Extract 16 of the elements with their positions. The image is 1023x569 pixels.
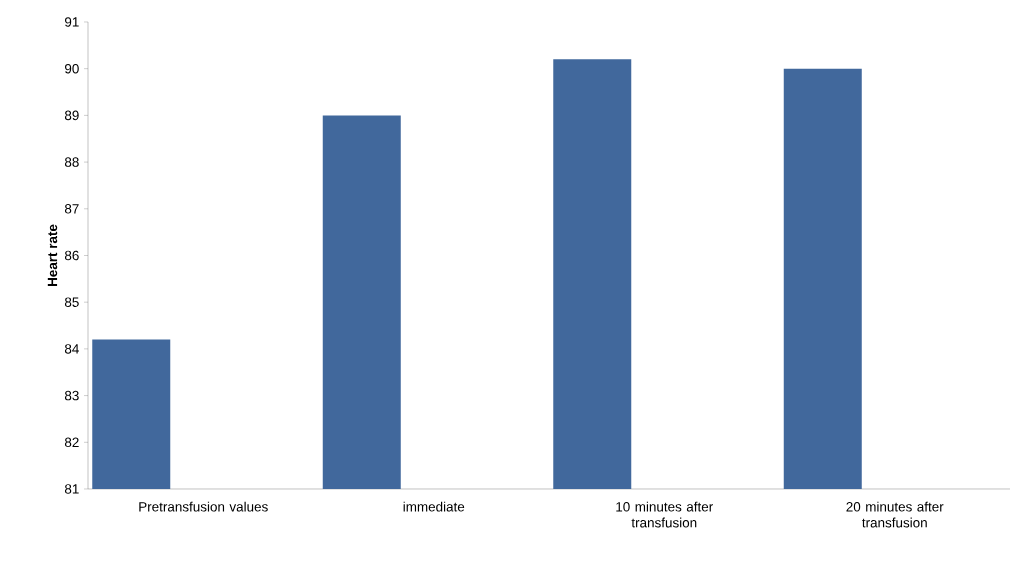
x-tick-label: immediate	[403, 501, 465, 512]
y-tick-label: 83	[64, 390, 79, 401]
x-tick-label: Pretransfusion values	[139, 501, 268, 512]
y-tick-label: 81	[64, 484, 79, 494]
y-tick-label: 82	[64, 437, 79, 448]
y-tick-label: 86	[64, 250, 79, 261]
x-tick-label: 10 minutes after transfusion	[616, 501, 713, 528]
y-tick-label: 88	[64, 157, 79, 167]
y-tick-label: 91	[64, 17, 79, 27]
y-tick-label: 87	[64, 204, 79, 214]
x-tick-label: 20 minutes after transfusion	[846, 501, 944, 528]
y-tick-label: 89	[64, 110, 79, 121]
y-tick-label: 90	[64, 63, 79, 74]
y-tick-label: 85	[64, 297, 79, 307]
y-axis-title: Heart rate	[47, 224, 58, 286]
y-tick-label: 84	[64, 344, 79, 354]
